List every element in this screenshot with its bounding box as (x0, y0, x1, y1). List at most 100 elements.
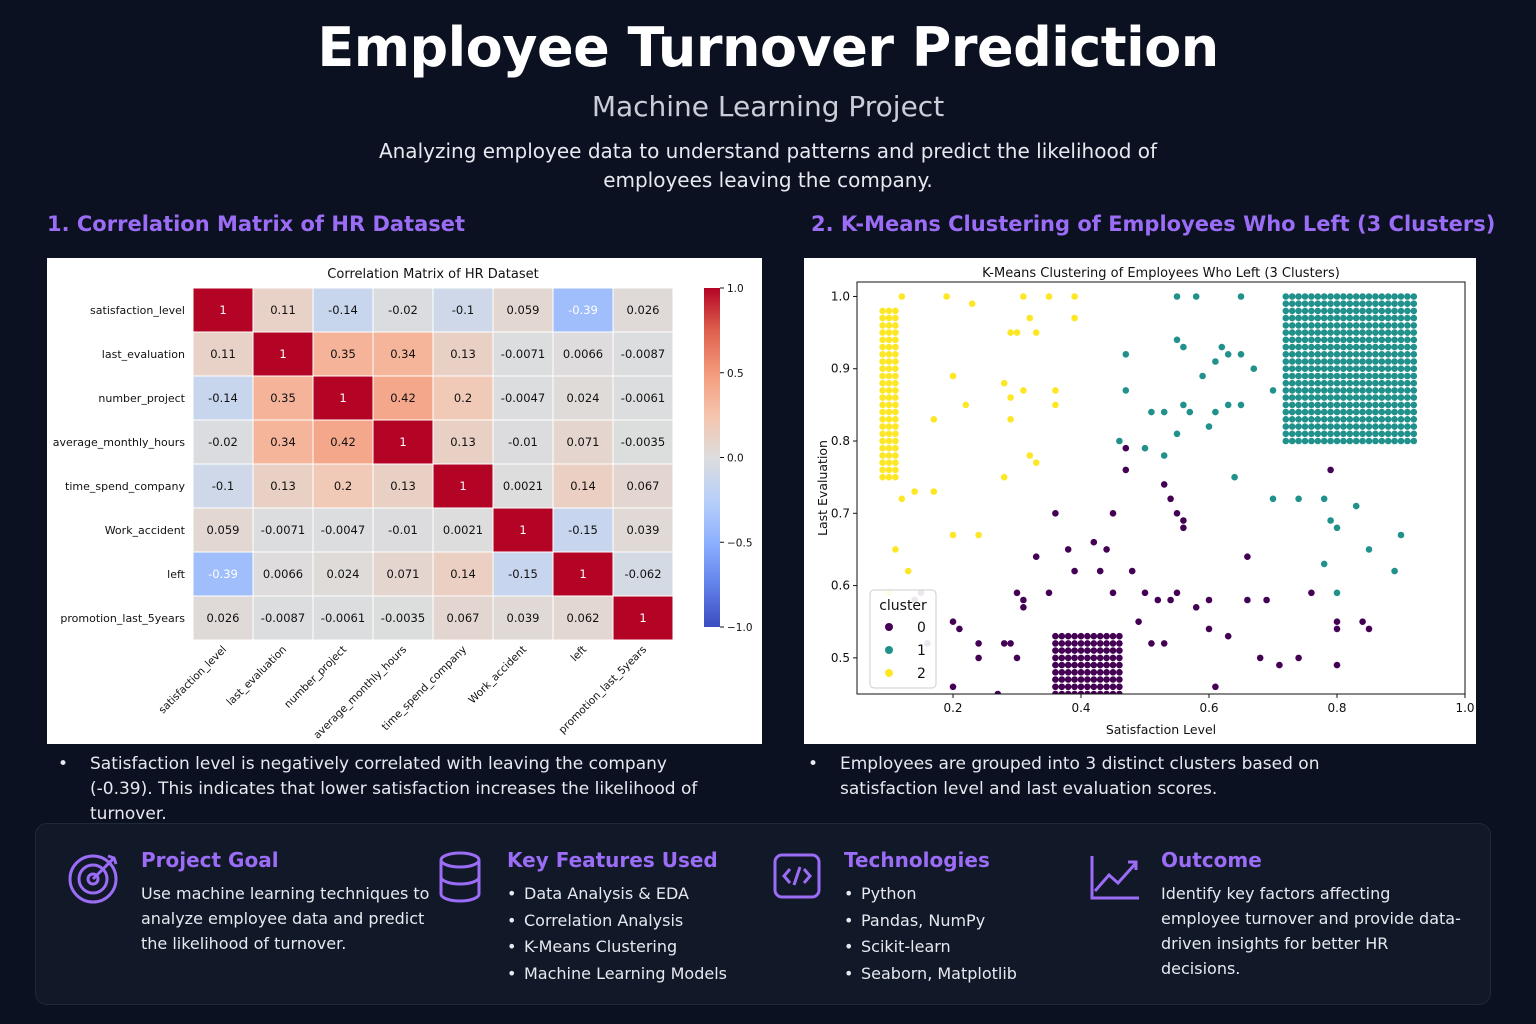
scatter-point (1109, 683, 1117, 691)
scatter-point (1212, 408, 1219, 416)
heatmap-cell (372, 331, 434, 377)
scatter-point (1346, 329, 1354, 336)
cell-value-label: 0.13 (270, 479, 296, 493)
scatter-point (1404, 423, 1411, 430)
scatter-point (1397, 329, 1405, 336)
scatter-point (1397, 343, 1405, 351)
scatter-point (1064, 683, 1072, 691)
y-tick-label: promotion_last_5years (60, 612, 185, 625)
scatter-point (1346, 343, 1354, 351)
scatter-point (1372, 387, 1379, 394)
scatter-point (1205, 423, 1213, 430)
scatter-point (1160, 640, 1168, 647)
cell-value-label: -0.02 (208, 435, 238, 449)
scatter-point (1410, 416, 1418, 423)
scatter-point (1282, 300, 1290, 307)
scatter-point (1359, 358, 1366, 365)
scatter-point (1365, 358, 1373, 365)
scatter-point (1352, 293, 1360, 300)
scatter-point (1359, 379, 1366, 387)
scatter-point (1314, 387, 1322, 394)
heatmap-cell (192, 551, 254, 597)
scatter-point (1320, 293, 1328, 300)
scatter-point (1308, 379, 1315, 387)
scatter-point (1071, 293, 1078, 300)
scatter-point (885, 459, 893, 466)
cell-value-label: -0.39 (208, 567, 238, 581)
card-title: Project Goal (141, 848, 279, 872)
heatmap-cell (372, 595, 434, 641)
scatter-point (1346, 372, 1354, 380)
scatter-point (1064, 640, 1072, 647)
scatter-point (1359, 416, 1366, 423)
scatter-point (1071, 690, 1078, 694)
scatter-point (1071, 647, 1078, 654)
scatter-point (1282, 307, 1290, 315)
scatter-point (1352, 351, 1360, 358)
scatter-point (1109, 640, 1117, 647)
scatter-point (1288, 329, 1296, 336)
scatter-point (1404, 372, 1411, 380)
scatter-point (1365, 343, 1373, 351)
scatter-point (892, 473, 899, 481)
cell-value-label: -0.0061 (621, 391, 665, 405)
scatter-point (1327, 430, 1334, 438)
scatter-point (1314, 293, 1322, 300)
cell-value-label: 0.35 (270, 391, 296, 405)
scatter-point (1352, 437, 1360, 445)
scatter-point (1384, 408, 1392, 416)
scatter-point (1007, 416, 1014, 423)
list-item: Correlation Analysis (507, 908, 727, 935)
scatter-point (1365, 314, 1373, 322)
correlation-insight-text: Satisfaction level is negatively correla… (90, 754, 698, 824)
scatter-point (1359, 300, 1366, 307)
scatter-point (1340, 365, 1347, 372)
scatter-point (1397, 372, 1405, 380)
scatter-point (1320, 358, 1328, 365)
cell-value-label: 0.067 (627, 479, 660, 493)
scatter-point (1058, 654, 1066, 662)
scatter-point (1359, 430, 1366, 438)
scatter-point (892, 401, 899, 409)
scatter-point (1109, 632, 1117, 640)
x-tick-label: 0.6 (1199, 701, 1218, 715)
scatter-point (1346, 387, 1354, 394)
heatmap-cell (612, 595, 674, 641)
scatter-point (1365, 408, 1373, 416)
scatter-point (1103, 661, 1110, 669)
scatter-point (1327, 466, 1334, 474)
scatter-point (1340, 372, 1347, 380)
scatter-point (1314, 336, 1322, 344)
scatter-point (1384, 372, 1392, 380)
scatter-point (1327, 336, 1334, 344)
scatter-point (949, 531, 957, 539)
scatter-point (1308, 416, 1315, 423)
scatter-point (885, 365, 893, 372)
scatter-point (1327, 329, 1334, 336)
scatter-point (1320, 430, 1328, 438)
scatter-point (1404, 408, 1411, 416)
scatter-point (1352, 329, 1360, 336)
scatter-point (1282, 423, 1290, 430)
scatter-point (1052, 669, 1059, 676)
scatter-point (1116, 632, 1123, 640)
scatter-point (1391, 423, 1398, 430)
scatter-point (1096, 676, 1104, 683)
scatter-point (1346, 437, 1354, 445)
list-item: Seaborn, Matplotlib (844, 961, 1017, 988)
scatter-point (1333, 408, 1341, 416)
scatter-point (1058, 669, 1066, 676)
scatter-point (1378, 343, 1386, 351)
scatter-point (1071, 661, 1078, 669)
card-title: Key Features Used (507, 848, 718, 872)
scatter-point (1308, 423, 1315, 430)
scatter-point (1391, 358, 1398, 365)
legend-label: 2 (917, 666, 926, 682)
scatter-point (892, 416, 899, 423)
scatter-point (1391, 387, 1398, 394)
scatter-point (892, 372, 899, 380)
scatter-point (1052, 640, 1059, 647)
scatter-point (1295, 365, 1302, 372)
heatmap-cell (372, 463, 434, 509)
scatter-point (892, 546, 899, 553)
